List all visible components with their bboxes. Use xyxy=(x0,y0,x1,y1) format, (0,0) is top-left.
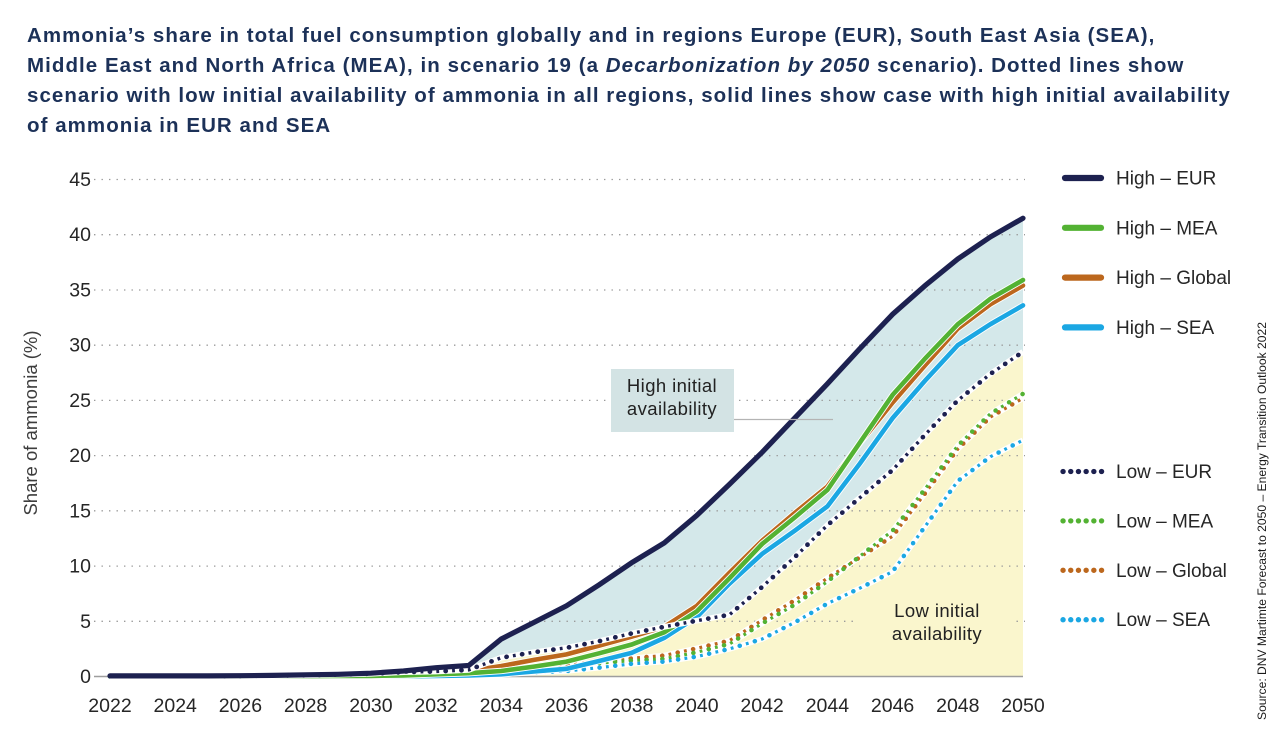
svg-text:45: 45 xyxy=(69,169,91,191)
svg-text:2022: 2022 xyxy=(88,695,131,717)
svg-text:30: 30 xyxy=(69,335,91,357)
svg-text:2042: 2042 xyxy=(740,695,783,717)
svg-text:2030: 2030 xyxy=(349,695,393,717)
svg-text:15: 15 xyxy=(69,500,91,522)
svg-text:availability: availability xyxy=(627,398,717,419)
svg-text:40: 40 xyxy=(69,224,91,246)
svg-text:availability: availability xyxy=(892,623,982,644)
svg-text:5: 5 xyxy=(80,611,91,633)
svg-text:High – SEA: High – SEA xyxy=(1116,318,1215,339)
svg-text:10: 10 xyxy=(69,556,91,578)
svg-text:0: 0 xyxy=(80,666,91,688)
svg-text:2026: 2026 xyxy=(219,695,262,717)
svg-text:Share of ammonia (%): Share of ammonia (%) xyxy=(20,330,41,515)
svg-text:High – Global: High – Global xyxy=(1116,268,1231,289)
svg-text:Low – SEA: Low – SEA xyxy=(1116,610,1210,631)
svg-text:High initial: High initial xyxy=(627,375,717,396)
svg-text:2028: 2028 xyxy=(284,695,327,717)
svg-text:Low initial: Low initial xyxy=(894,600,980,621)
svg-text:2046: 2046 xyxy=(871,695,914,717)
svg-text:Source: DNV Martimte Forecast: Source: DNV Martimte Forecast to 2050 – … xyxy=(1255,322,1269,720)
svg-text:High – EUR: High – EUR xyxy=(1116,169,1216,190)
svg-text:2038: 2038 xyxy=(610,695,653,717)
svg-text:2044: 2044 xyxy=(806,695,850,717)
svg-text:2036: 2036 xyxy=(545,695,588,717)
svg-text:2050: 2050 xyxy=(1001,695,1045,717)
svg-text:2032: 2032 xyxy=(414,695,457,717)
svg-text:Low – EUR: Low – EUR xyxy=(1116,462,1212,483)
svg-text:35: 35 xyxy=(69,280,91,302)
svg-text:High – MEA: High – MEA xyxy=(1116,218,1218,239)
svg-text:25: 25 xyxy=(69,390,91,412)
svg-text:2048: 2048 xyxy=(936,695,979,717)
svg-text:2034: 2034 xyxy=(480,695,524,717)
svg-text:2040: 2040 xyxy=(675,695,719,717)
svg-text:20: 20 xyxy=(69,445,91,467)
svg-text:Low – Global: Low – Global xyxy=(1116,561,1227,582)
svg-text:2024: 2024 xyxy=(154,695,198,717)
svg-text:Low – MEA: Low – MEA xyxy=(1116,511,1213,532)
